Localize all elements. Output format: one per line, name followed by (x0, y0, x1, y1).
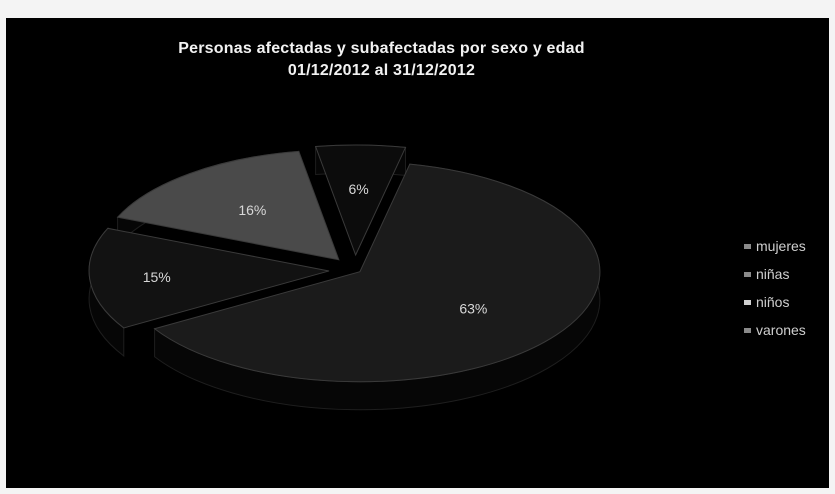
legend-item-mujeres: mujeres (744, 232, 824, 260)
legend-label: varones (756, 322, 806, 338)
chart-subtitle: 01/12/2012 al 31/12/2012 (287, 62, 476, 79)
legend-label: mujeres (756, 238, 806, 254)
legend-item-varones: varones (744, 316, 824, 344)
legend-item-niñas: niñas (744, 260, 824, 288)
legend-swatch (744, 271, 751, 277)
legend-swatch (744, 243, 751, 249)
slice-label-mujeres: 63% (459, 301, 487, 317)
legend-item-niños: niños (744, 288, 824, 316)
pie-slice-mujeres (153, 163, 601, 383)
chart-title-block: Personas afectadas y subafectadas por se… (0, 38, 763, 82)
chart-title: Personas afectadas y subafectadas por se… (178, 40, 585, 57)
pie-slice-niñas (88, 227, 330, 329)
legend-label: niños (756, 294, 790, 310)
slice-label-niños: 16% (238, 202, 266, 218)
slice-label-varones: 6% (349, 181, 369, 197)
legend-label: niñas (756, 266, 790, 282)
slice-label-niñas: 15% (143, 269, 171, 285)
pie-slice-varones (314, 144, 407, 257)
legend-swatch (744, 327, 751, 333)
pie-slice-niños (116, 150, 340, 261)
legend-swatch (744, 299, 751, 305)
chart-legend: mujeres niñas niños varones (744, 232, 824, 344)
